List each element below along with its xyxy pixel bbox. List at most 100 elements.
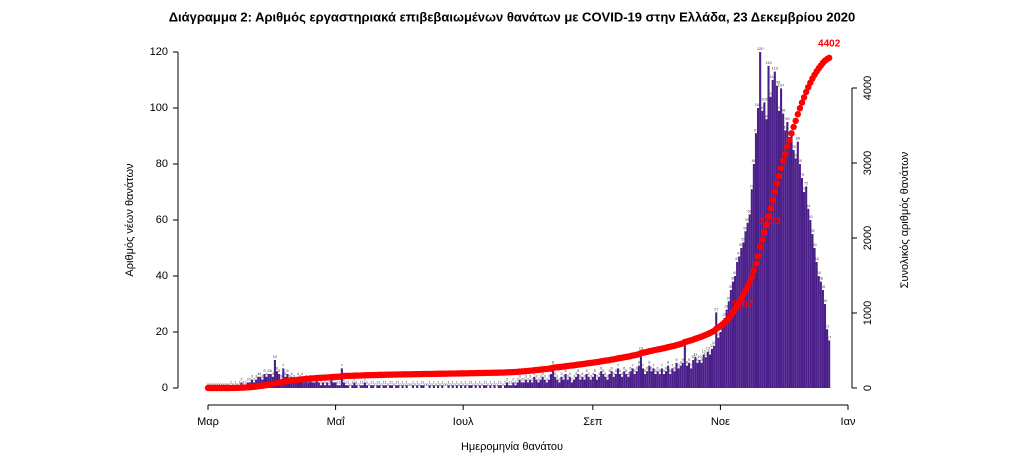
bar-label: 6 — [276, 365, 279, 370]
line-point — [765, 212, 772, 220]
bar — [769, 96, 772, 389]
bar-label: 2 — [506, 376, 509, 381]
bar-label: 1 — [429, 379, 432, 384]
bar-label: 21 — [825, 323, 830, 328]
bar-label: 0 — [374, 382, 377, 387]
bar — [598, 376, 601, 388]
bar — [311, 382, 314, 388]
bar-label: 6 — [657, 365, 660, 370]
bar-label: 60 — [808, 214, 813, 219]
bar-label: 8 — [667, 360, 670, 365]
bar-label: 1 — [456, 379, 459, 384]
bar-label: 1 — [391, 379, 394, 384]
bar — [623, 371, 626, 388]
bar-label: 56 — [743, 225, 748, 230]
bar — [342, 382, 345, 388]
line-point — [800, 94, 808, 101]
bar — [365, 385, 368, 388]
bar — [644, 374, 647, 388]
line-point — [775, 172, 783, 180]
bar — [800, 178, 804, 388]
bar-label: 1 — [498, 379, 501, 384]
bar-label: 1 — [485, 379, 488, 384]
bar-label: 0 — [462, 382, 465, 387]
bar — [612, 376, 615, 388]
bar — [664, 371, 668, 388]
bar — [727, 301, 730, 388]
bar — [533, 376, 536, 388]
bar-label: 100 — [755, 102, 762, 107]
bar-label: 1 — [489, 379, 492, 384]
bar-label: 85 — [791, 144, 796, 149]
bar — [474, 385, 477, 388]
bar — [694, 357, 697, 388]
bar — [729, 290, 732, 388]
x-tick-label: Ιαν — [841, 416, 856, 428]
bar — [639, 351, 642, 388]
bar — [604, 376, 607, 388]
bar-label: 0 — [487, 382, 490, 387]
bar-label: 7 — [282, 362, 285, 367]
bar-label: 0 — [443, 382, 446, 387]
bar-label: 62 — [747, 208, 752, 213]
bar — [688, 362, 691, 388]
bar — [422, 385, 425, 388]
x-tick-label: Ιουλ — [453, 416, 474, 428]
bar-label: 11 — [704, 351, 709, 356]
bar — [355, 385, 358, 388]
bar — [811, 234, 814, 388]
bar — [579, 379, 582, 388]
bar — [798, 164, 801, 388]
bar — [313, 382, 316, 388]
bar-label: 4 — [569, 371, 572, 376]
bar — [363, 382, 366, 388]
bar-label: 5 — [608, 368, 611, 373]
line-point — [750, 267, 758, 274]
bar — [660, 368, 663, 388]
bar — [351, 385, 354, 388]
bar — [577, 374, 580, 388]
bar-label: 4 — [604, 371, 607, 376]
bar — [702, 354, 705, 388]
bar — [489, 385, 492, 388]
bar — [338, 385, 341, 388]
bar — [717, 337, 720, 388]
line-point — [825, 54, 833, 62]
bar — [370, 385, 373, 388]
bar-label: 1 — [360, 379, 363, 384]
bar-label: 3 — [519, 374, 522, 379]
bar — [545, 382, 548, 388]
line-point — [779, 157, 787, 164]
bar-label: 3 — [529, 374, 532, 379]
line-point — [748, 273, 755, 280]
bar-label: 5 — [625, 368, 628, 373]
bar-label: 0 — [435, 382, 438, 387]
bar-label: 3 — [562, 374, 565, 379]
bar — [568, 376, 571, 388]
bar-label: 5 — [615, 368, 618, 373]
bar-label: 0 — [408, 382, 411, 387]
bar-label: 8 — [552, 360, 555, 365]
bar-label: 5 — [565, 368, 568, 373]
bar-label: 30 — [823, 298, 828, 303]
bar-label: 4 — [265, 371, 268, 376]
bar-label: 3 — [539, 374, 542, 379]
bar — [510, 385, 513, 388]
bar-label: 80 — [798, 158, 803, 163]
bar-label: 9 — [688, 357, 691, 362]
bar-label: 96 — [764, 113, 769, 118]
bar-label: 5 — [268, 368, 271, 373]
y2-tick-label: 2000 — [862, 226, 874, 250]
bar-label: 52 — [741, 236, 746, 241]
bar-label: 1 — [514, 379, 517, 384]
bar — [397, 385, 400, 388]
bar — [259, 376, 262, 388]
bar-label: 6 — [623, 365, 626, 370]
bar-label: 9 — [700, 357, 703, 362]
line-point — [752, 260, 760, 267]
bar — [552, 365, 555, 388]
bar-label: 1 — [416, 379, 419, 384]
bar-label: 7 — [661, 362, 664, 367]
bar — [807, 208, 810, 388]
bar-label: 3 — [544, 374, 547, 379]
